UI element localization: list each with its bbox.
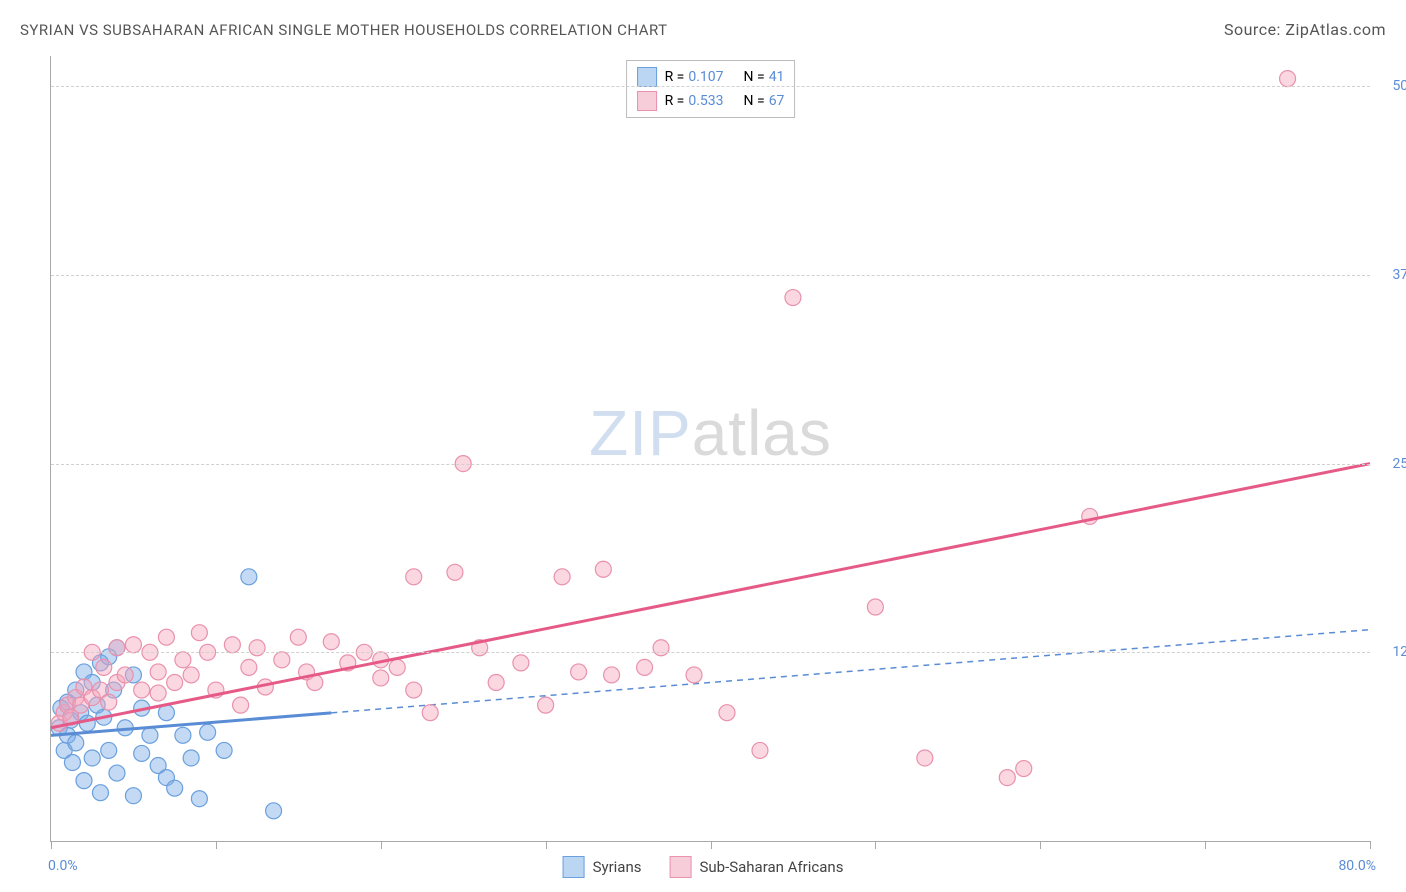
data-point <box>389 659 405 675</box>
data-point <box>233 697 249 713</box>
data-point <box>422 705 438 721</box>
x-tick <box>1370 841 1371 849</box>
data-point <box>604 667 620 683</box>
data-point <box>191 791 207 807</box>
data-point <box>653 640 669 656</box>
data-point <box>1280 71 1296 87</box>
gridline <box>51 275 1370 276</box>
data-point <box>513 655 529 671</box>
data-point <box>538 697 554 713</box>
data-point <box>719 705 735 721</box>
data-point <box>175 727 191 743</box>
data-point <box>266 803 282 819</box>
data-point <box>134 682 150 698</box>
data-point <box>76 773 92 789</box>
data-point <box>167 780 183 796</box>
data-point <box>249 640 265 656</box>
data-point <box>117 667 133 683</box>
data-point <box>84 750 100 766</box>
data-point <box>686 667 702 683</box>
data-point <box>142 727 158 743</box>
data-point <box>373 670 389 686</box>
y-tick-label: 25.0% <box>1375 456 1406 472</box>
series-legend: Syrians Sub-Saharan Africans <box>563 856 844 878</box>
data-point <box>752 742 768 758</box>
data-point <box>92 785 108 801</box>
plot-svg <box>51 56 1370 841</box>
regression-line <box>51 464 1370 728</box>
data-point <box>64 755 80 771</box>
data-point <box>125 637 141 653</box>
legend-swatch <box>669 856 691 878</box>
data-point <box>79 715 95 731</box>
data-point <box>125 788 141 804</box>
data-point <box>274 652 290 668</box>
data-point <box>224 637 240 653</box>
gridline <box>51 86 1370 87</box>
data-point <box>595 561 611 577</box>
data-point <box>447 564 463 580</box>
x-axis-max-label: 80.0% <box>1338 858 1376 874</box>
data-point <box>101 694 117 710</box>
x-axis-min-label: 0.0% <box>48 858 78 874</box>
data-point <box>241 569 257 585</box>
data-point <box>134 745 150 761</box>
data-point <box>917 750 933 766</box>
data-point <box>323 634 339 650</box>
x-tick <box>711 841 712 849</box>
data-point <box>241 659 257 675</box>
data-point <box>637 659 653 675</box>
data-point <box>867 599 883 615</box>
x-tick <box>875 841 876 849</box>
data-point <box>183 750 199 766</box>
chart-title: SYRIAN VS SUBSAHARAN AFRICAN SINGLE MOTH… <box>20 21 668 39</box>
data-point <box>150 685 166 701</box>
data-point <box>216 742 232 758</box>
legend-label: Sub-Saharan Africans <box>699 858 843 876</box>
x-tick <box>381 841 382 849</box>
y-tick-label: 37.5% <box>1375 267 1406 283</box>
regression-line-extrapolated <box>331 630 1370 713</box>
x-tick <box>546 841 547 849</box>
legend-item: Sub-Saharan Africans <box>669 856 843 878</box>
gridline <box>51 652 1370 653</box>
y-tick-label: 12.5% <box>1375 644 1406 660</box>
y-tick-label: 50.0% <box>1375 78 1406 94</box>
legend-label: Syrians <box>593 858 642 876</box>
data-point <box>406 682 422 698</box>
source-attribution: Source: ZipAtlas.com <box>1224 20 1386 39</box>
data-point <box>109 640 125 656</box>
data-point <box>150 664 166 680</box>
data-point <box>290 629 306 645</box>
gridline <box>51 464 1370 465</box>
source-label: Source: <box>1224 20 1281 39</box>
legend-swatch <box>563 856 585 878</box>
data-point <box>96 659 112 675</box>
data-point <box>175 652 191 668</box>
x-tick <box>216 841 217 849</box>
data-point <box>191 625 207 641</box>
data-point <box>200 724 216 740</box>
x-tick <box>1040 841 1041 849</box>
source-name: ZipAtlas.com <box>1285 20 1386 39</box>
data-point <box>109 765 125 781</box>
x-tick <box>51 841 52 849</box>
data-point <box>167 674 183 690</box>
data-point <box>999 770 1015 786</box>
data-point <box>1016 761 1032 777</box>
data-point <box>554 569 570 585</box>
legend-item: Syrians <box>563 856 642 878</box>
correlation-scatter-chart: ZIPatlas R = 0.107N = 41R = 0.533N = 67 … <box>50 56 1370 842</box>
data-point <box>158 629 174 645</box>
data-point <box>488 674 504 690</box>
data-point <box>406 569 422 585</box>
data-point <box>183 667 199 683</box>
data-point <box>68 735 84 751</box>
data-point <box>785 290 801 306</box>
x-tick <box>1205 841 1206 849</box>
data-point <box>101 742 117 758</box>
data-point <box>571 664 587 680</box>
